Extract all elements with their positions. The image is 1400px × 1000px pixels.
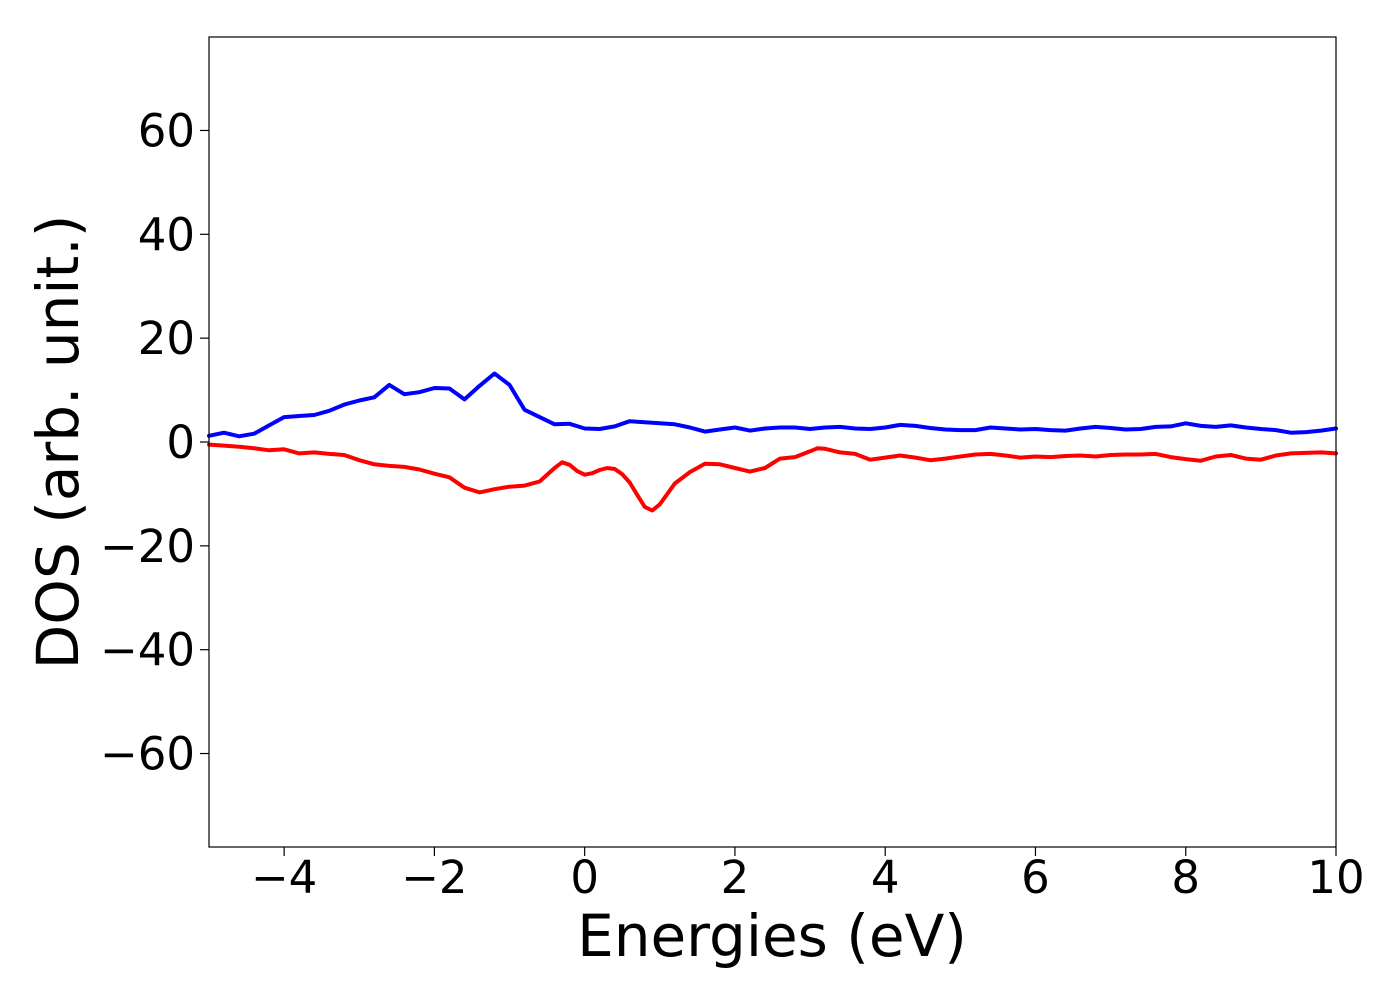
y-tick-label: −40 bbox=[100, 624, 195, 677]
x-tick-label: −2 bbox=[401, 851, 467, 904]
x-tick-label: 6 bbox=[1021, 851, 1050, 904]
y-tick-label: −20 bbox=[100, 520, 195, 573]
x-tick-label: 4 bbox=[871, 851, 900, 904]
x-tick-label: −4 bbox=[251, 851, 317, 904]
y-axis: 60 40 20 0 −20 −40 −60 bbox=[100, 104, 209, 781]
series-line-0 bbox=[207, 371, 1338, 439]
series-layer bbox=[207, 371, 1338, 513]
y-tick-label: 20 bbox=[138, 312, 195, 365]
x-tick-label: 8 bbox=[1171, 851, 1200, 904]
y-tick-label: 40 bbox=[138, 208, 195, 261]
x-tick-label: 10 bbox=[1307, 851, 1364, 904]
x-axis: −4 −2 0 2 4 6 8 10 bbox=[251, 847, 1365, 904]
y-tick-label: 60 bbox=[138, 104, 195, 157]
x-tick-label: 2 bbox=[721, 851, 750, 904]
x-tick-label: 0 bbox=[570, 851, 599, 904]
x-axis-label: Energies (eV) bbox=[577, 902, 967, 970]
y-axis-label: DOS (arb. unit.) bbox=[24, 215, 92, 670]
y-tick-label: 0 bbox=[166, 416, 195, 469]
y-tick-label: −60 bbox=[100, 728, 195, 781]
plot-frame bbox=[208, 36, 1337, 848]
series-line-1 bbox=[207, 442, 1338, 513]
